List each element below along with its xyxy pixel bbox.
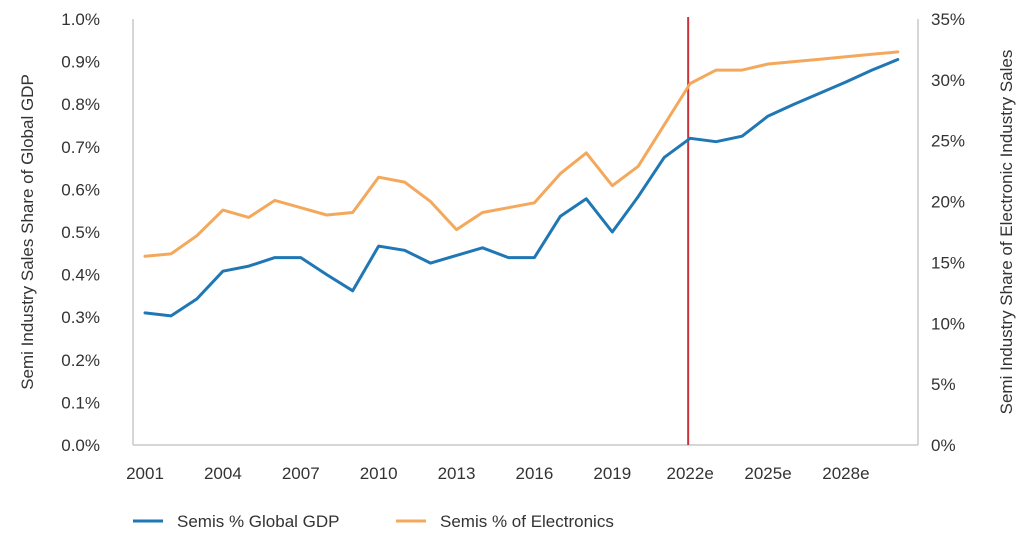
y2-tick-label: 10% <box>931 314 965 333</box>
y2-tick-label: 35% <box>931 10 965 29</box>
y2-tick-label: 30% <box>931 71 965 90</box>
y2-tick-label: 20% <box>931 193 965 212</box>
series-line-semis-of-electronics <box>143 50 900 258</box>
y2-tick-label: 5% <box>931 375 956 394</box>
y-axis-title: Semi Industry Sales Share of Global GDP <box>18 74 37 390</box>
legend-label: Semis % of Electronics <box>440 512 614 531</box>
x-tick-label: 2022e <box>667 464 714 483</box>
y-tick-label: 1.0% <box>61 10 100 29</box>
y-tick-label: 0.5% <box>61 223 100 242</box>
y-tick-label: 0.4% <box>61 266 100 285</box>
x-tick-label: 2001 <box>126 464 164 483</box>
x-tick-label: 2013 <box>438 464 476 483</box>
x-tick-label: 2007 <box>282 464 320 483</box>
y-tick-label: 0.7% <box>61 138 100 157</box>
y2-tick-label: 15% <box>931 253 965 272</box>
legend-label: Semis % Global GDP <box>177 512 340 531</box>
y-tick-label: 0.9% <box>61 53 100 72</box>
y-tick-label: 0.8% <box>61 95 100 114</box>
series-line-semis-global-gdp <box>143 58 900 318</box>
x-tick-label: 2010 <box>360 464 398 483</box>
y-tick-label: 0.1% <box>61 393 100 412</box>
x-tick-label: 2004 <box>204 464 242 483</box>
x-tick-label: 2028e <box>822 464 869 483</box>
y-tick-label: 0.0% <box>61 436 100 455</box>
y2-tick-label: 25% <box>931 132 965 151</box>
y2-tick-label: 0% <box>931 436 956 455</box>
y-tick-label: 0.2% <box>61 351 100 370</box>
y2-axis-title: Semi Industry Share of Electronic Indust… <box>997 50 1016 415</box>
y-tick-label: 0.6% <box>61 180 100 199</box>
x-tick-label: 2019 <box>593 464 631 483</box>
y-tick-label: 0.3% <box>61 308 100 327</box>
x-tick-label: 2016 <box>515 464 553 483</box>
x-tick-label: 2025e <box>744 464 791 483</box>
